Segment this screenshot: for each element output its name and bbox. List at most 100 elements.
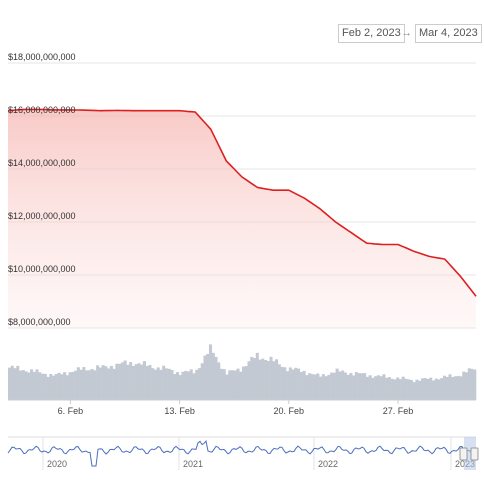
volume-bars bbox=[8, 344, 477, 400]
volume-bar bbox=[32, 371, 36, 400]
volume-bar bbox=[288, 367, 292, 400]
volume-bar bbox=[264, 359, 268, 400]
volume-bar bbox=[197, 368, 202, 400]
volume-bar bbox=[459, 376, 463, 400]
volume-bar bbox=[236, 368, 240, 400]
volume-bar bbox=[222, 369, 226, 400]
volume-bar bbox=[423, 378, 427, 400]
volume-bar bbox=[200, 363, 204, 400]
volume-bar bbox=[453, 376, 458, 400]
x-tick-label: 20. Feb bbox=[274, 406, 305, 416]
volume-bar bbox=[297, 368, 301, 400]
volume-bar bbox=[415, 379, 419, 400]
volume-bar bbox=[115, 363, 119, 400]
volume-bar bbox=[404, 378, 408, 400]
range-arrow-icon: → bbox=[401, 27, 412, 39]
volume-bar bbox=[164, 368, 168, 400]
volume-bar bbox=[60, 374, 64, 400]
volume-bar bbox=[310, 374, 314, 400]
volume-bar bbox=[327, 374, 331, 400]
volume-bar bbox=[112, 368, 116, 400]
volume-bar bbox=[46, 376, 50, 400]
volume-bar bbox=[35, 369, 39, 400]
volume-bar bbox=[470, 368, 474, 400]
volume-bar bbox=[208, 344, 213, 400]
volume-bar bbox=[242, 366, 246, 400]
volume-bar bbox=[261, 358, 265, 400]
volume-bar bbox=[82, 367, 86, 400]
volume-bar bbox=[363, 373, 367, 400]
navigator[interactable]: 2020202120222023 bbox=[7, 436, 479, 470]
volume-bar bbox=[71, 371, 75, 400]
volume-bar bbox=[137, 363, 141, 400]
volume-bar bbox=[442, 375, 447, 400]
volume-bar bbox=[368, 375, 372, 400]
range-to-input[interactable]: Mar 4, 2023 bbox=[415, 24, 482, 43]
volume-bar bbox=[431, 380, 436, 400]
volume-bar bbox=[178, 375, 182, 400]
volume-bar bbox=[49, 373, 53, 400]
volume-bar bbox=[330, 372, 334, 400]
volume-bar bbox=[308, 373, 312, 400]
volume-bar bbox=[239, 371, 243, 400]
volume-bar bbox=[387, 377, 391, 400]
volume-bar bbox=[258, 359, 262, 400]
volume-bar bbox=[93, 370, 97, 400]
volume-bar bbox=[167, 368, 171, 400]
volume-bar bbox=[8, 367, 12, 400]
navigator-left-handle-icon bbox=[459, 447, 468, 461]
volume-bar bbox=[129, 362, 133, 400]
volume-bar bbox=[266, 361, 270, 400]
volume-bar bbox=[464, 372, 469, 400]
volume-bar bbox=[401, 376, 405, 400]
volume-bar bbox=[217, 362, 221, 400]
x-tick-label: 6. Feb bbox=[58, 406, 84, 416]
volume-bar bbox=[16, 365, 20, 400]
volume-bar bbox=[247, 361, 251, 400]
y-tick-label: $10,000,000,000 bbox=[8, 264, 76, 274]
y-axis-labels: $8,000,000,000 $10,000,000,000 $12,000,000… bbox=[8, 52, 76, 327]
volume-bar bbox=[192, 373, 196, 400]
volume-bar bbox=[467, 368, 471, 400]
volume-bar bbox=[365, 376, 369, 400]
volume-bar bbox=[352, 375, 356, 400]
volume-bar bbox=[269, 356, 273, 400]
x-axis-labels: 6. Feb 13. Feb 20. Feb 27. Feb bbox=[8, 399, 476, 416]
volume-bar bbox=[145, 365, 149, 400]
range-from-input[interactable]: Feb 2, 2023 bbox=[338, 24, 405, 43]
volume-bar bbox=[206, 354, 210, 400]
volume-bar bbox=[437, 379, 441, 400]
volume-bar bbox=[398, 379, 402, 400]
volume-bar bbox=[134, 364, 138, 400]
volume-bar bbox=[335, 368, 339, 400]
volume-bar bbox=[321, 374, 325, 400]
volume-bar bbox=[396, 377, 400, 400]
volume-bar bbox=[374, 376, 378, 400]
x-tick-label: 13. Feb bbox=[164, 406, 195, 416]
volume-bar bbox=[19, 370, 23, 400]
y-tick-label: $8,000,000,000 bbox=[8, 317, 71, 327]
volume-bar bbox=[24, 371, 28, 400]
volume-bar bbox=[473, 369, 477, 400]
volume-bar bbox=[426, 378, 430, 400]
volume-bar bbox=[189, 369, 193, 400]
navigator-year-label: 2021 bbox=[183, 459, 203, 469]
volume-bar bbox=[203, 355, 207, 400]
volume-bar bbox=[319, 376, 323, 400]
volume-bar bbox=[148, 364, 152, 400]
volume-bar bbox=[87, 370, 91, 400]
volume-bar bbox=[140, 364, 144, 400]
volume-bar bbox=[184, 370, 188, 400]
volume-bar bbox=[225, 374, 229, 400]
navigator-year-label: 2020 bbox=[47, 459, 67, 469]
volume-bar bbox=[462, 371, 466, 400]
volume-bar bbox=[313, 374, 317, 400]
volume-bar bbox=[27, 372, 31, 400]
volume-bar bbox=[228, 370, 232, 400]
volume-bar bbox=[104, 366, 108, 400]
volume-bar bbox=[360, 373, 364, 400]
volume-bar bbox=[195, 369, 199, 400]
volume-bar bbox=[107, 368, 111, 400]
volume-bar bbox=[131, 365, 135, 400]
